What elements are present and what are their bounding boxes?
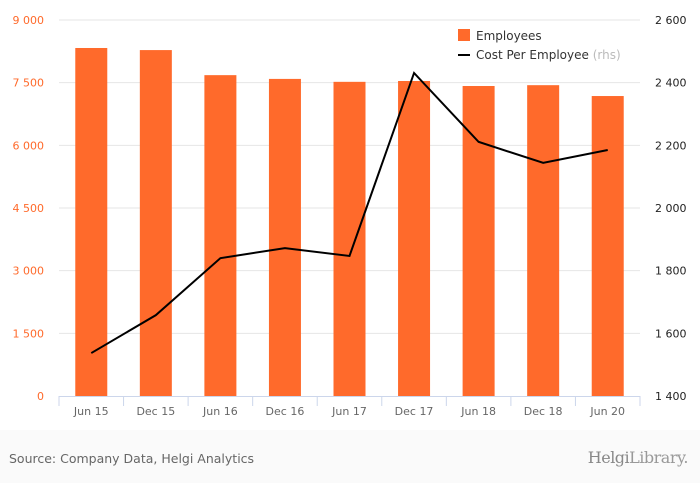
x-tick-label: Jun 15: [73, 405, 109, 418]
x-tick-label: Jun 17: [331, 405, 367, 418]
bar-dec-18: [527, 85, 560, 396]
logo-part-b: Library.: [629, 448, 688, 467]
bar-jun-18: [462, 86, 495, 397]
left-tick-label: 6 000: [13, 139, 45, 152]
legend-employees-swatch: [458, 29, 470, 41]
x-tick-label: Dec 17: [395, 405, 434, 418]
x-tick-label: Dec 16: [266, 405, 305, 418]
helgi-library-logo[interactable]: HelgiLibrary.: [587, 448, 689, 467]
right-tick-label: 1 400: [655, 390, 687, 403]
right-tick-label: 1 800: [655, 265, 687, 278]
bar-dec-15: [139, 50, 172, 397]
x-tick-label: Jun 18: [460, 405, 496, 418]
x-tick-label: Jun 16: [202, 405, 238, 418]
bar-jun-16: [204, 75, 237, 396]
bar-dec-17: [398, 80, 431, 397]
x-tick-label: Jun 20: [589, 405, 625, 418]
source-note: Source: Company Data, Helgi Analytics: [9, 451, 255, 466]
left-tick-label: 4 500: [13, 202, 45, 215]
legend-rhs-note: (rhs): [593, 48, 621, 62]
footer: [0, 430, 700, 483]
left-tick-label: 9 000: [13, 14, 45, 27]
right-tick-label: 2 000: [655, 202, 687, 215]
right-tick-label: 2 200: [655, 139, 687, 152]
left-tick-label: 7 500: [13, 77, 45, 90]
bar-jun-17: [333, 81, 366, 396]
combo-chart: 0 1 500 3 000 4 500 6 000 7 500 9 000 1 400 1 60…: [13, 14, 687, 418]
bar-jun-15: [75, 47, 108, 396]
logo-part-a: Helgi: [587, 448, 630, 467]
bar-jun-20: [591, 96, 624, 396]
legend-cost-label: Cost Per Employee (rhs): [476, 48, 621, 62]
left-tick-label: 3 000: [13, 265, 45, 278]
bar-dec-16: [268, 78, 301, 396]
legend-employees-label: Employees: [476, 29, 542, 43]
right-tick-label: 1 600: [655, 327, 687, 340]
left-tick-label: 0: [37, 390, 44, 403]
left-tick-label: 1 500: [13, 327, 45, 340]
right-tick-label: 2 600: [655, 14, 687, 27]
right-tick-label: 2 400: [655, 77, 687, 90]
x-tick-label: Dec 18: [524, 405, 563, 418]
x-tick-label: Dec 15: [136, 405, 175, 418]
